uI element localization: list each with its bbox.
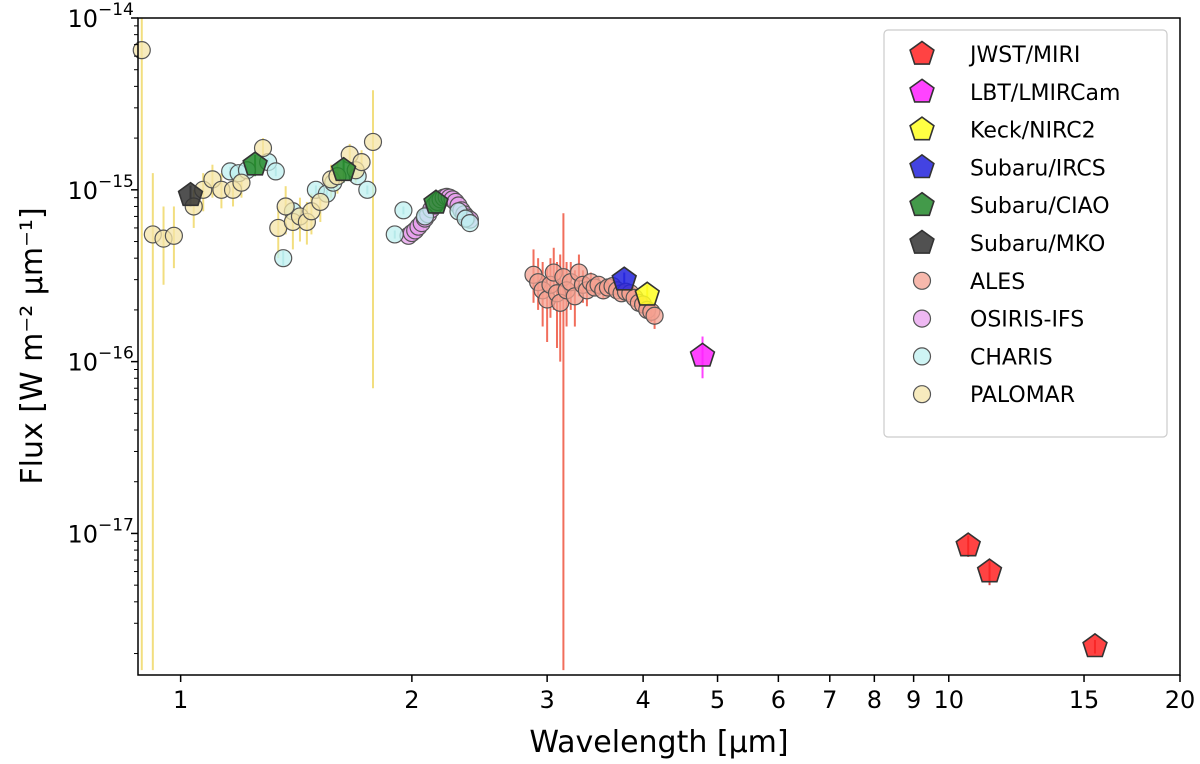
legend-marker-osiris-ifs: [912, 309, 932, 328]
y-tick-base: 10: [67, 177, 98, 205]
legend-marker-palomar: [912, 385, 932, 404]
point-charis: [394, 201, 413, 220]
y-tick-label: 10: [67, 520, 98, 548]
legend-label-palomar: PALOMAR: [970, 383, 1075, 408]
x-tick-label: 7: [822, 686, 837, 714]
point-keck-nirc2: [634, 281, 661, 306]
legend-label-osiris-ifs: OSIRIS-IFS: [970, 308, 1084, 333]
legend-marker-subaru-mko: [909, 229, 935, 254]
legend-label-lbt-lmircam: LBT/LMIRCam: [970, 81, 1120, 106]
legend-label-subaru-ciao: Subaru/CIAO: [970, 194, 1110, 219]
x-tick-label: 15: [1069, 686, 1100, 714]
legend-marker-keck-nirc2: [909, 116, 935, 141]
point-palomar: [352, 152, 371, 172]
legend-label-charis: CHARIS: [970, 345, 1053, 370]
y-tick-base: 10: [67, 349, 98, 377]
legend-marker-subaru-ircs: [909, 153, 935, 179]
point-jwst-miri: [1082, 632, 1108, 658]
point-jwst-miri: [955, 532, 982, 557]
x-tick-label: 20: [1165, 686, 1196, 714]
point-subaru-ciao: [423, 189, 449, 214]
point-subaru-ciao: [242, 151, 268, 176]
x-tick-label: 6: [771, 686, 786, 714]
y-tick-label: 10: [67, 177, 98, 205]
x-tick-label: 4: [635, 686, 650, 714]
x-axis-label: Wavelength [μm]: [529, 725, 788, 760]
point-palomar: [311, 192, 330, 212]
y-axis-label: Flux [W m⁻² μm⁻¹]: [15, 207, 50, 484]
legend-marker-lbt-lmircam: [909, 78, 935, 103]
y-tick-base: 10: [67, 520, 98, 548]
point-palomar: [363, 132, 383, 152]
point-palomar: [253, 138, 273, 158]
legend-marker-charis: [912, 347, 932, 366]
y-tick-exponent: −15: [98, 172, 134, 192]
legend: JWST/MIRI LBT/LMIRCam Keck/NIRC2 Subaru/IRC…: [883, 29, 1168, 438]
x-tick-label: 3: [539, 686, 554, 714]
point-charis: [266, 162, 285, 181]
legend-label-ales: ALES: [970, 270, 1025, 295]
x-tick-label: 2: [404, 686, 419, 714]
legend-marker-jwst-miri: [909, 40, 935, 65]
x-tick-label: 10: [933, 686, 964, 714]
data-points: [132, 41, 1108, 658]
legend-box: [883, 29, 1168, 438]
point-subaru-ircs: [611, 266, 638, 291]
point-ales: [645, 306, 664, 325]
point-charis: [460, 214, 480, 233]
point-palomar: [232, 173, 251, 192]
point-palomar: [164, 226, 184, 245]
point-charis: [358, 180, 377, 199]
x-tick-label: 5: [710, 686, 725, 714]
x-tick-label: 1: [173, 686, 188, 714]
y-tick-label: 10: [67, 349, 98, 377]
point-jwst-miri: [976, 558, 1003, 583]
y-tick-exponent: −14: [98, 0, 134, 20]
point-subaru-ciao: [330, 156, 357, 182]
y-tick-exponent: −16: [98, 344, 134, 364]
legend-label-subaru-mko: Subaru/MKO: [970, 232, 1105, 257]
point-charis: [385, 225, 404, 244]
y-tick-label: 10: [67, 5, 98, 33]
point-charis: [274, 249, 293, 268]
x-tick-label: 8: [867, 686, 882, 714]
legend-label-jwst-miri: JWST/MIRI: [968, 43, 1080, 68]
point-subaru-mko: [177, 181, 204, 207]
plot-frame: [137, 17, 1181, 676]
legend-marker-subaru-ciao: [909, 191, 935, 217]
point-lbt-lmircam: [689, 342, 716, 367]
x-tick-label: 9: [906, 686, 921, 714]
y-tick-exponent: −17: [98, 515, 134, 535]
point-palomar: [276, 197, 295, 216]
legend-label-keck-nirc2: Keck/NIRC2: [970, 119, 1096, 144]
x-axis: 1 2 3 4 5 6 7 8 9 10 15 20: [173, 675, 1195, 714]
y-tick-base: 10: [67, 5, 98, 33]
legend-label-subaru-ircs: Subaru/IRCS: [970, 156, 1106, 181]
legend-marker-ales: [912, 271, 932, 290]
